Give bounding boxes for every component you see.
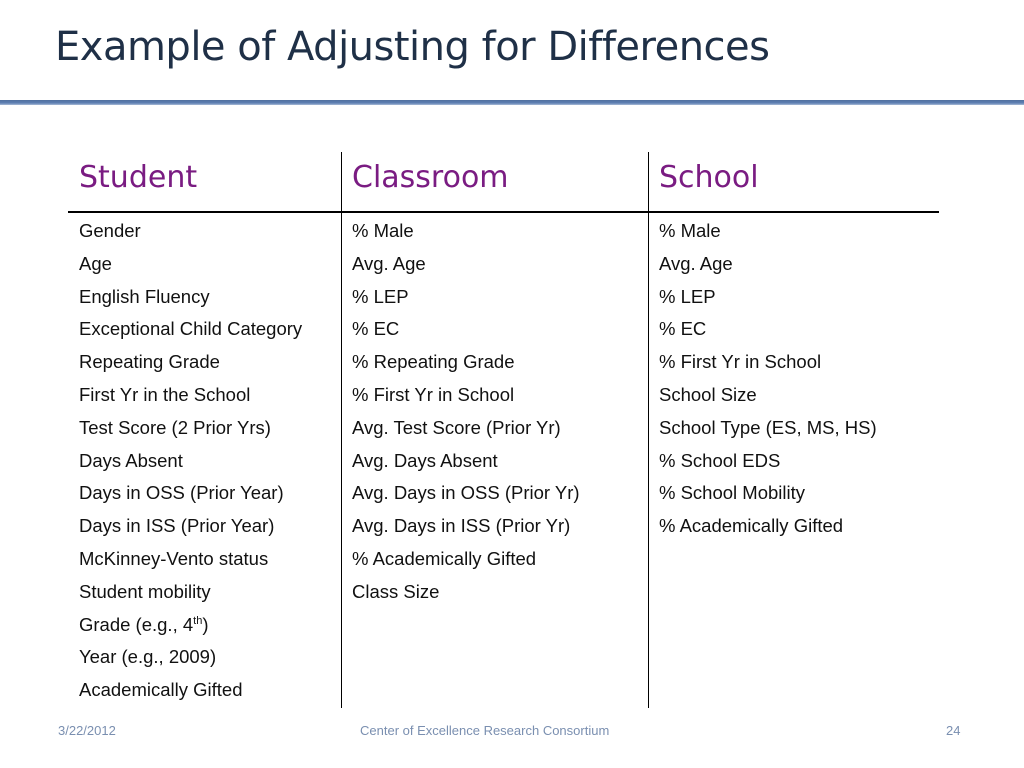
footer-date: 3/22/2012 — [58, 723, 116, 738]
student-variable: Days in ISS (Prior Year) — [79, 515, 275, 537]
classroom-variable: Avg. Days in OSS (Prior Yr) — [352, 482, 580, 504]
page-number: 24 — [946, 723, 961, 738]
school-variable: % Male — [659, 220, 721, 241]
school-variable: School Type (ES, MS, HS) — [659, 416, 877, 438]
student-variable: Days in OSS (Prior Year) — [79, 482, 284, 504]
classroom-variable-list: % Male Avg. Age % LEP % EC % Repeating G… — [352, 215, 580, 609]
classroom-variable: % Academically Gifted — [352, 547, 537, 569]
school-variable: % LEP — [659, 285, 716, 307]
student-variable-list: Gender Age English Fluency Exceptional C… — [79, 215, 302, 707]
school-variable: % Academically Gifted — [659, 515, 844, 537]
classroom-variable: % Male — [352, 220, 414, 241]
column-divider-student-classroom — [341, 152, 342, 708]
school-variable: School Size — [659, 383, 757, 405]
school-variable-list: % Male Avg. Age % LEP % EC % First Yr in… — [659, 215, 877, 543]
student-variable: Gender — [79, 220, 141, 241]
school-variable: % EC — [659, 318, 707, 340]
school-variable: % School Mobility — [659, 482, 806, 504]
classroom-variable: % EC — [352, 318, 400, 340]
classroom-variable: % First Yr in School — [352, 383, 515, 405]
school-variable: % School EDS — [659, 449, 781, 471]
student-variable: English Fluency — [79, 285, 210, 307]
classroom-variable: Avg. Days Absent — [352, 449, 498, 471]
column-divider-classroom-school — [648, 152, 649, 708]
student-variable: Test Score (2 Prior Yrs) — [79, 416, 271, 438]
student-variable: Year (e.g., 2009) — [79, 646, 217, 668]
classroom-variable: % LEP — [352, 285, 409, 307]
student-variable: Repeating Grade — [79, 351, 220, 373]
student-variable: Student mobility — [79, 580, 211, 602]
classroom-variable: % Repeating Grade — [352, 351, 515, 373]
student-variable-grade: Grade (e.g., 4th) — [79, 609, 302, 642]
school-variable: Avg. Age — [659, 252, 733, 274]
slide-title: Example of Adjusting for Differences — [55, 24, 770, 70]
student-variable: Academically Gifted — [79, 679, 243, 701]
column-header-classroom: Classroom — [352, 160, 509, 195]
title-underline — [0, 100, 1024, 105]
grade-text: Grade (e.g., 4 — [79, 613, 194, 635]
classroom-variable: Class Size — [352, 580, 440, 602]
column-header-student: Student — [79, 160, 198, 195]
classroom-variable: Avg. Days in ISS (Prior Yr) — [352, 515, 571, 537]
footer-organization: Center of Excellence Research Consortium — [360, 723, 610, 738]
classroom-variable: Avg. Test Score (Prior Yr) — [352, 416, 561, 438]
column-header-school: School — [659, 160, 759, 195]
student-variable: First Yr in the School — [79, 383, 251, 405]
grade-suffix: ) — [202, 613, 209, 635]
table-header-rule — [68, 211, 939, 213]
student-variable: McKinney-Vento status — [79, 547, 269, 569]
student-variable: Age — [79, 252, 112, 274]
student-variable: Days Absent — [79, 449, 183, 471]
student-variable: Exceptional Child Category — [79, 318, 303, 340]
school-variable: % First Yr in School — [659, 351, 822, 373]
classroom-variable: Avg. Age — [352, 252, 426, 274]
grade-superscript: th — [193, 614, 203, 627]
